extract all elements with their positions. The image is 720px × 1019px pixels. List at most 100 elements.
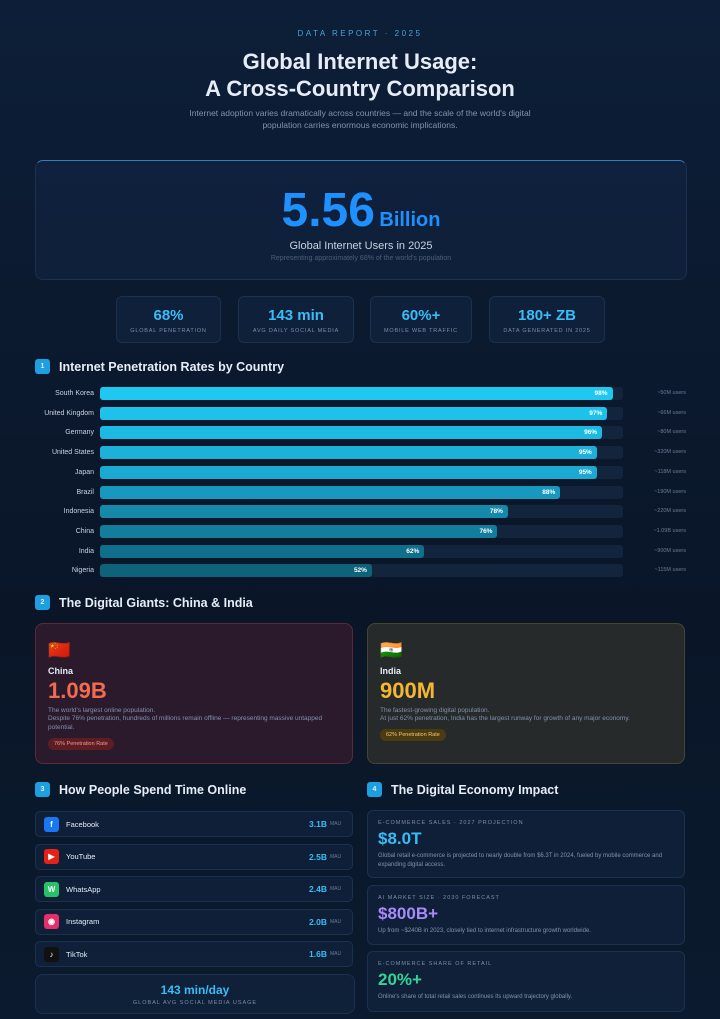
stat-card: 68% GLOBAL PENETRATION	[116, 296, 221, 343]
section-title: How People Spend Time Online	[59, 782, 247, 797]
hero-note: Representing approximately 68% of the wo…	[270, 255, 452, 262]
stat-value: 68%	[153, 307, 184, 324]
bar-track: 62%	[100, 544, 623, 558]
users-label: ~320M users	[654, 449, 686, 456]
users-label: ~80M users	[657, 429, 686, 436]
hero-number: 5.56	[281, 184, 375, 237]
stat-card: 180+ ZB DATA GENERATED IN 2025	[489, 296, 605, 343]
bar: 95%	[100, 446, 597, 460]
bar-track: 96%	[100, 426, 623, 440]
country-value: 900M	[380, 678, 436, 703]
hero-figure: 5.56 Billion	[36, 183, 686, 238]
bar-track: 52%	[100, 564, 623, 578]
value-label: 95%	[578, 449, 592, 457]
stat-card: 60%+ MOBILE WEB TRAFFIC	[370, 296, 472, 343]
y-tick-label: China	[75, 527, 94, 535]
country-line: Despite 76% penetration, hundreds of mil…	[48, 715, 323, 731]
bar-track: 95%	[100, 465, 623, 479]
footer-value: 143 min/day	[160, 983, 230, 997]
country-name: India	[380, 666, 402, 676]
bar: 98%	[100, 387, 613, 400]
users-label: ~220M users	[654, 508, 686, 515]
stat-label: GLOBAL PENETRATION	[130, 328, 207, 334]
title-line: Global Internet Usage:	[242, 49, 478, 74]
hero: 5.56 Billion Global Internet Users in 20…	[35, 160, 687, 280]
section-header: 3 How People Spend Time Online	[35, 782, 246, 797]
bar: 88%	[100, 485, 561, 499]
country-line: The world's largest online population.	[48, 707, 156, 714]
value-label: 97%	[589, 409, 603, 417]
app-icon: ♪	[44, 946, 59, 962]
country-line: At just 62% penetration, India has the l…	[380, 715, 630, 722]
value-label: 88%	[542, 488, 556, 496]
economy-card: E-COMMERCE SHARE OF RETAIL 20%+ Online's s…	[367, 951, 685, 1012]
app-icon: ▶	[44, 849, 59, 864]
y-tick-label: Japan	[74, 468, 94, 476]
app-row: W WhatsApp 2.4B MAU	[35, 876, 353, 902]
value-label: 62%	[406, 547, 420, 555]
bar-track: 95%	[100, 446, 623, 460]
country-card: 🇨🇳 China 1.09B The world's largest online p…	[35, 623, 353, 764]
app-name: WhatsApp	[66, 884, 101, 894]
app-unit: MAU	[330, 951, 342, 957]
economy-text: Online's share of total retail sales con…	[378, 994, 573, 1000]
value-label: 76%	[479, 527, 493, 535]
app-value: 1.6B	[309, 949, 327, 959]
app-value: 3.1B	[309, 819, 327, 829]
y-tick-label: Germany	[65, 429, 94, 437]
economy-label: E-COMMERCE SALES · 2027 PROJECTION	[378, 820, 524, 826]
title-line: A Cross-Country Comparison	[205, 76, 515, 101]
value-label: 96%	[584, 429, 598, 437]
economy-card: E-COMMERCE SALES · 2027 PROJECTION $8.0T G…	[367, 810, 685, 878]
eyebrow: DATA REPORT · 2025	[297, 29, 423, 38]
app-row: ▶ YouTube 2.5B MAU	[35, 843, 353, 870]
app-unit: MAU	[330, 821, 342, 827]
y-tick-label: United States	[51, 449, 94, 457]
economy-label: E-COMMERCE SHARE OF RETAIL	[378, 961, 493, 967]
value-label: 98%	[594, 390, 608, 397]
app-icon: ◉	[44, 914, 59, 929]
app-unit: MAU	[330, 918, 342, 925]
app-unit: MAU	[330, 886, 342, 892]
value-label: 78%	[489, 508, 503, 516]
country-name: China	[48, 666, 74, 676]
app-unit: MAU	[330, 853, 342, 860]
y-tick-label: South Korea	[55, 390, 94, 397]
section-header: 4 The Digital Economy Impact	[367, 782, 558, 797]
section-title: The Digital Giants: China & India	[59, 595, 253, 610]
y-tick-label: Nigeria	[71, 567, 94, 575]
country-value: 1.09B	[48, 678, 107, 703]
bar: 95%	[100, 465, 597, 479]
users-label: ~115M users	[654, 567, 686, 574]
stat-label: DATA GENERATED IN 2025	[503, 328, 591, 334]
y-tick-label: United Kingdom	[44, 409, 94, 417]
economy-card: AI MARKET SIZE · 2030 FORECAST $800B+ Up f…	[367, 885, 685, 945]
economy-text: Up from ~$240B in 2023, closely tied to …	[378, 928, 591, 934]
bar: 76%	[100, 524, 498, 538]
users-label: ~118M users	[654, 468, 686, 475]
app-icon: f	[44, 816, 59, 832]
title: Global Internet Usage: A Cross-Country Co…	[0, 48, 720, 102]
users-label: ~1.09B users	[653, 527, 686, 534]
value-label: 95%	[578, 468, 592, 476]
bar: 96%	[100, 426, 603, 440]
bar: 78%	[100, 505, 508, 519]
app-name: Facebook	[66, 819, 99, 829]
app-icon: W	[44, 881, 59, 897]
badge: 76% Penetration Rate	[48, 738, 114, 750]
section-title: The Digital Economy Impact	[391, 782, 559, 797]
users-label: ~66M users	[657, 409, 686, 416]
section-number: 3	[35, 782, 50, 797]
y-tick-label: India	[78, 547, 94, 555]
section-number: 4	[367, 782, 382, 797]
economy-value: 20%+	[378, 970, 422, 989]
app-value: 2.4B	[309, 884, 327, 894]
section-header: 2 The Digital Giants: China & India	[35, 595, 253, 610]
country-card: 🇮🇳 India 900M The fastest-growing digital p…	[367, 623, 685, 764]
app-value: 2.0B	[309, 916, 327, 927]
stat-label: AVG DAILY SOCIAL MEDIA	[252, 328, 340, 334]
economy-label: AI MARKET SIZE · 2030 FORECAST	[378, 895, 500, 901]
economy-value: $800B+	[378, 904, 439, 923]
hero-unit: Billion	[379, 209, 441, 231]
